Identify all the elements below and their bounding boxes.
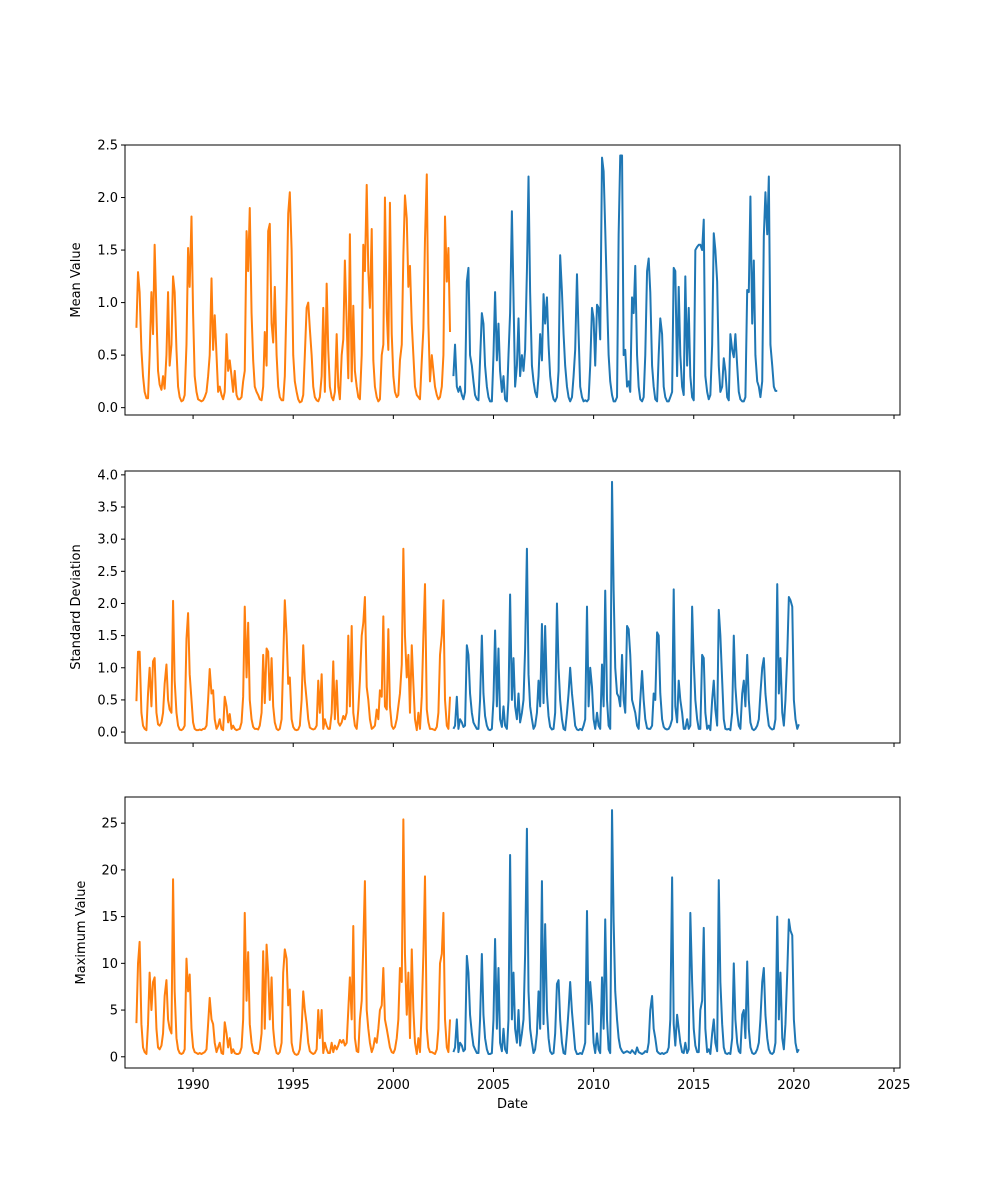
maximum-value-xtick-label: 2015 [677, 1078, 710, 1093]
standard-deviation-ytick-label: 2.0 [97, 597, 118, 612]
maximum-value-xtick-label: 2020 [777, 1078, 810, 1093]
standard-deviation-ytick-label: 1.0 [97, 661, 118, 676]
mean-value-ylabel: Mean Value [69, 242, 84, 317]
maximum-value-ytick-label: 10 [101, 957, 118, 972]
maximum-value-xtick-label: 1990 [177, 1078, 210, 1093]
mean-value-ytick-label: 2.0 [97, 191, 118, 206]
standard-deviation-ytick-label: 1.5 [97, 629, 118, 644]
mean-value-ytick-label: 0.0 [97, 401, 118, 416]
standard-deviation-ytick-label: 0.0 [97, 726, 118, 741]
mean-value-series-line-recent [452, 154, 778, 403]
maximum-value-ytick-label: 25 [101, 817, 118, 832]
mean-value-ytick-label: 2.5 [97, 139, 118, 154]
maximum-value-series-line-historical [135, 818, 452, 1056]
standard-deviation-ytick-label: 0.5 [97, 693, 118, 708]
maximum-value-ytick-label: 5 [110, 1004, 118, 1019]
standard-deviation-ytick-label: 3.0 [97, 533, 118, 548]
standard-deviation-ytick-label: 3.5 [97, 501, 118, 516]
maximum-value-xtick-label: 2025 [877, 1078, 910, 1093]
standard-deviation-ylabel: Standard Deviation [69, 544, 84, 669]
standard-deviation-axes-frame [124, 470, 901, 744]
maximum-value-ylabel: Maximum Value [74, 881, 89, 985]
mean-value-axes-frame [124, 144, 901, 416]
date-xlabel: Date [497, 1097, 528, 1112]
standard-deviation-ytick-label: 2.5 [97, 565, 118, 580]
mean-value-ytick-label: 0.5 [97, 349, 118, 364]
maximum-value-xtick-label: 2010 [577, 1078, 610, 1093]
mean-value-series-line-historical [135, 173, 452, 404]
mean-value-ytick-label: 1.5 [97, 244, 118, 259]
maximum-value-xtick-label: 2000 [377, 1078, 410, 1093]
maximum-value-ytick-label: 15 [101, 910, 118, 925]
maximum-value-series-line-recent [452, 809, 800, 1055]
maximum-value-ytick-label: 0 [110, 1050, 118, 1065]
maximum-value-xtick-label: 2005 [477, 1078, 510, 1093]
maximum-value-xtick-label: 1995 [277, 1078, 310, 1093]
mean-value-ytick-label: 1.0 [97, 296, 118, 311]
standard-deviation-ytick-label: 4.0 [97, 468, 118, 483]
maximum-value-axes-frame [124, 796, 901, 1069]
maximum-value-ytick-label: 20 [101, 863, 118, 878]
standard-deviation-panel: 0.0 0.5 1.0 1.5 2.0 2.5 3.0 3.5 4.0 Standard Devi… [69, 468, 901, 747]
standard-deviation-series-line-recent [452, 480, 800, 732]
mean-value-panel: 0.0 0.5 1.0 1.5 2.0 2.5 Mean Value [69, 139, 901, 419]
standard-deviation-series-line-historical [135, 547, 452, 732]
